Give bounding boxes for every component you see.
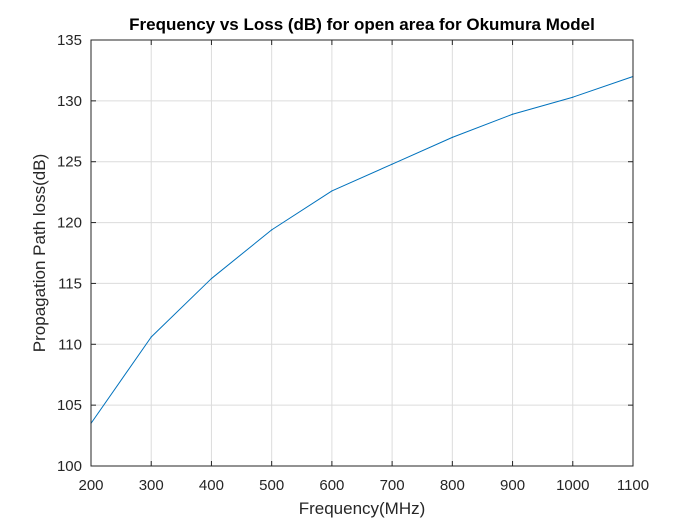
data-point [210, 277, 213, 280]
x-tick-label: 900 [500, 477, 525, 494]
x-tick-label: 300 [139, 477, 164, 494]
x-tick-label: 800 [440, 477, 465, 494]
y-tick-label: 130 [57, 93, 82, 110]
data-point [331, 190, 333, 192]
data-point [511, 113, 514, 115]
y-tick-label: 115 [58, 275, 82, 292]
x-tick-label: 700 [380, 477, 405, 494]
x-tick-label: 200 [78, 477, 103, 494]
plot-background [91, 40, 633, 466]
y-tick-label: 120 [57, 215, 82, 232]
data-point [572, 96, 574, 98]
data-point [391, 163, 393, 165]
x-tick-label: 600 [319, 477, 344, 494]
chart-title: Frequency vs Loss (dB) for open area for… [129, 15, 595, 34]
x-axis-label: Frequency(MHz) [299, 499, 426, 518]
y-tick-label: 100 [57, 458, 82, 475]
x-tick-label: 1000 [556, 477, 589, 494]
plot-frame [90, 39, 634, 467]
series-line [90, 76, 634, 424]
data-point [271, 229, 273, 231]
y-tick-label: 135 [57, 32, 82, 49]
data-point [150, 336, 152, 338]
x-tick-label: 1100 [617, 477, 649, 494]
tick-layer: 200 300 400 500 600 700 800 900 1000 1100 100 105 11… [57, 32, 649, 494]
series-layer [90, 75, 634, 424]
y-axis-label: Propagation Path loss(dB) [30, 154, 49, 352]
y-tick-label: 105 [57, 397, 82, 414]
x-tick-label: 400 [199, 477, 224, 494]
y-tick-label: 110 [58, 336, 82, 353]
data-point [451, 136, 453, 138]
y-tick-label: 125 [57, 154, 82, 171]
x-tick-label: 500 [259, 477, 284, 494]
